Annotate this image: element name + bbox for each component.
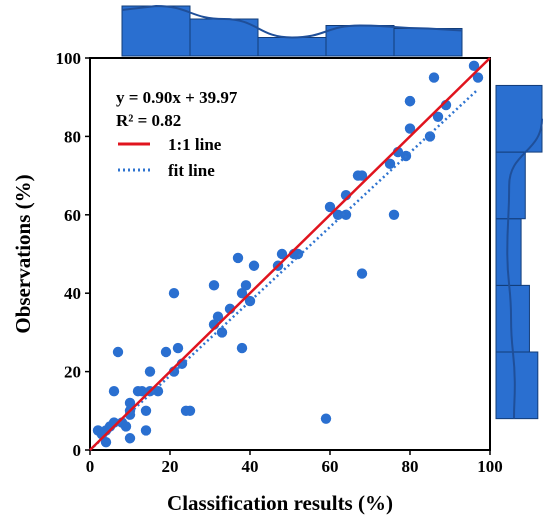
data-point (212, 311, 224, 322)
data-point (424, 131, 436, 142)
data-point (384, 158, 396, 170)
data-point (144, 366, 156, 377)
plot-frame (89, 57, 491, 451)
data-point (320, 413, 332, 424)
data-point (100, 436, 112, 448)
y-tick-label: 100 (56, 49, 82, 68)
data-point (140, 425, 152, 436)
data-point (160, 346, 172, 358)
top-histogram-bar (189, 18, 259, 57)
data-point (108, 386, 120, 397)
top-histogram-bar (121, 5, 191, 57)
data-point (140, 405, 152, 416)
x-axis-title: Classification results (%) (167, 491, 393, 515)
data-point (356, 268, 368, 279)
y-tick-label: 60 (64, 206, 81, 225)
right-histogram-bar (495, 351, 539, 420)
data-point (120, 421, 132, 432)
x-tick-label: 80 (402, 457, 419, 476)
data-point (124, 433, 136, 444)
data-point (172, 342, 184, 354)
data-point (244, 295, 256, 307)
data-point (136, 386, 148, 397)
y-axis-title: Observations (%) (11, 174, 35, 333)
top-histogram-bar (257, 37, 327, 57)
right-marginal-histogram (495, 84, 543, 420)
data-point (356, 170, 368, 181)
r2-annotation: R² = 0.82 (116, 111, 181, 130)
fit-line (89, 88, 479, 451)
reference-lines (89, 57, 491, 451)
data-point (236, 342, 248, 354)
y-tick-label: 0 (73, 441, 82, 460)
data-point (124, 397, 136, 409)
data-point (276, 248, 288, 260)
x-axis: 0 20 40 60 80 100 (86, 450, 503, 476)
data-point (472, 72, 484, 83)
data-point (168, 288, 180, 299)
legend-fit-label: fit line (168, 161, 215, 180)
y-tick-label: 20 (64, 363, 81, 382)
data-point (324, 201, 336, 213)
top-kde-curve (121, 4, 463, 39)
top-histogram-bar (325, 25, 395, 57)
top-histogram-bar (393, 28, 463, 57)
legend: 1:1 line fit line (118, 135, 222, 180)
data-point (152, 386, 164, 397)
x-tick-label: 60 (322, 457, 339, 476)
top-marginal-histogram (121, 4, 463, 57)
one-to-one-line (89, 57, 491, 451)
data-point (248, 260, 260, 271)
data-point (292, 248, 304, 260)
data-point (340, 209, 352, 220)
right-histogram-bar (495, 151, 526, 220)
data-point (112, 346, 124, 358)
data-point (236, 288, 248, 299)
data-point (428, 72, 440, 83)
x-tick-label: 100 (477, 457, 503, 476)
data-point (208, 280, 220, 291)
data-point (184, 405, 196, 416)
equation-annotation: y = 0.90x + 39.97 (116, 88, 238, 107)
y-tick-label: 80 (64, 127, 81, 146)
x-tick-label: 0 (86, 457, 95, 476)
data-point (216, 327, 228, 338)
y-tick-label: 40 (64, 284, 81, 303)
y-axis: 0 20 40 60 80 100 (56, 49, 90, 460)
x-tick-label: 40 (242, 457, 259, 476)
x-tick-label: 20 (162, 457, 179, 476)
data-point (404, 95, 416, 107)
data-point (232, 252, 244, 264)
data-point (404, 123, 416, 134)
right-kde-curve (506, 118, 543, 419)
data-point (432, 111, 444, 123)
data-point (388, 209, 400, 220)
legend-one-to-one-label: 1:1 line (168, 135, 222, 154)
data-point (468, 60, 480, 72)
data-point (240, 280, 252, 291)
